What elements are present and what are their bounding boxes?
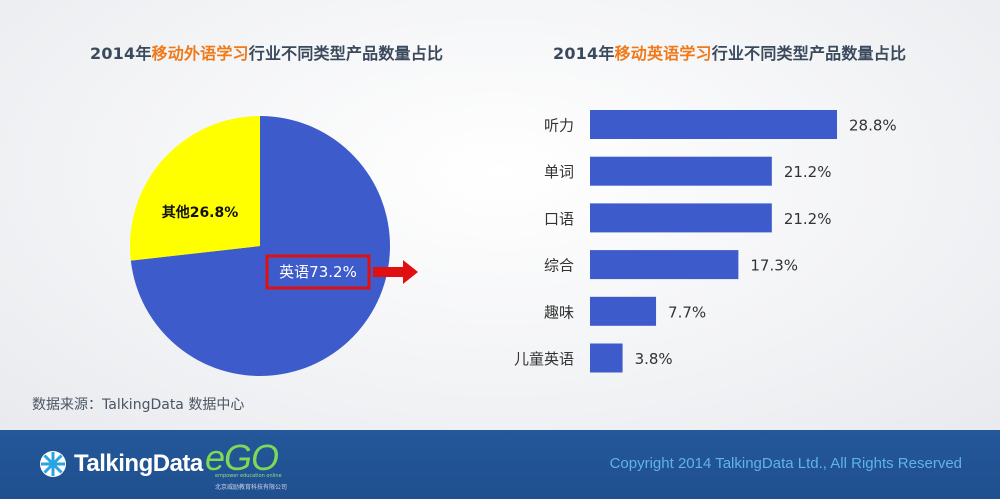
talkingdata-logo: TalkingData	[38, 448, 203, 480]
bar	[590, 250, 739, 280]
bar-chart: 听力 28.8% 单词 21.2% 口语 21.2% 综合 17.3% 趣味 7.7% 儿童英语 3.…	[514, 110, 897, 373]
brand-name: TalkingData	[74, 450, 203, 477]
bar	[590, 203, 772, 233]
bar-title-year: 2014年	[553, 44, 615, 63]
pie-chart: 英语73.2% 其他26.8%	[130, 116, 418, 377]
bar-title-rest: 行业不同类型产品数量占比	[711, 44, 907, 63]
bar	[590, 156, 772, 186]
bar-category-label: 儿童英语	[514, 350, 574, 368]
bar-category-label: 口语	[544, 210, 574, 228]
bar-value-label: 17.3%	[750, 257, 798, 275]
copyright-text: Copyright 2014 TalkingData Ltd., All Rig…	[609, 455, 962, 472]
bar-category-label: 单词	[544, 163, 574, 181]
bar-value-label: 21.2%	[784, 210, 832, 228]
ego-wordmark: eGO	[205, 437, 279, 478]
bar-value-label: 28.8%	[849, 117, 897, 135]
bar	[590, 296, 657, 326]
bar-value-label: 21.2%	[784, 163, 832, 181]
pie-chart-title: 2014年移动外语学习行业不同类型产品数量占比	[90, 40, 443, 64]
bar-value-label: 7.7%	[668, 303, 706, 321]
talkingdata-logo-icon	[40, 451, 66, 477]
ego-logo: eGO empower education online 北京威励教育科技有限公…	[205, 437, 335, 492]
charts-canvas: 英语73.2% 其他26.8% 听力 28.8% 单词 21.2% 口语 21.2% 综合 17…	[130, 110, 897, 377]
bar-category-label: 听力	[544, 117, 574, 135]
pie-slice	[130, 116, 260, 261]
highlight-box	[265, 254, 371, 290]
bar-category-label: 趣味	[544, 303, 574, 321]
pie-title-year: 2014年	[90, 44, 152, 63]
bar-category-label: 综合	[544, 257, 574, 275]
pie-title-rest: 行业不同类型产品数量占比	[248, 44, 444, 63]
pie-title-highlight: 移动外语学习	[151, 44, 249, 63]
bar-title-highlight: 移动英语学习	[614, 44, 712, 63]
bar	[590, 110, 837, 139]
pie-slice-label: 其他26.8%	[162, 204, 239, 221]
bar-value-label: 3.8%	[635, 350, 673, 368]
bar	[590, 343, 623, 373]
data-source: 数据来源：TalkingData 数据中心	[32, 397, 245, 413]
highlight-arrow	[373, 260, 418, 284]
ego-tagline: empower education online	[215, 473, 282, 479]
footer-bar	[0, 430, 1000, 499]
ego-company: 北京威励教育科技有限公司	[215, 484, 288, 491]
pie-slice-label: 英语73.2%	[279, 263, 357, 281]
pie-slice	[130, 116, 390, 377]
bar-chart-title: 2014年移动英语学习行业不同类型产品数量占比	[553, 40, 906, 64]
